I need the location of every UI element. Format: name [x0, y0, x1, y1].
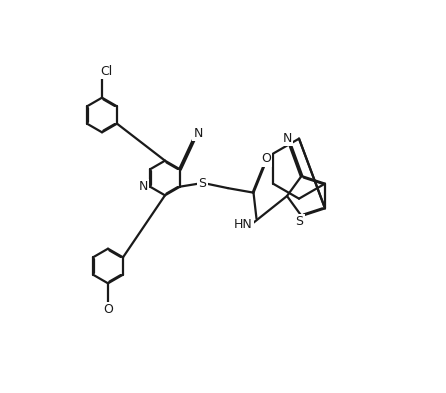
- Text: O: O: [103, 303, 113, 316]
- Text: N: N: [193, 127, 202, 140]
- Text: HN: HN: [234, 218, 252, 231]
- Text: N: N: [139, 180, 148, 193]
- Text: S: S: [198, 177, 206, 190]
- Text: O: O: [261, 152, 271, 165]
- Text: N: N: [282, 132, 292, 145]
- Text: S: S: [296, 215, 304, 228]
- Text: Cl: Cl: [100, 65, 112, 78]
